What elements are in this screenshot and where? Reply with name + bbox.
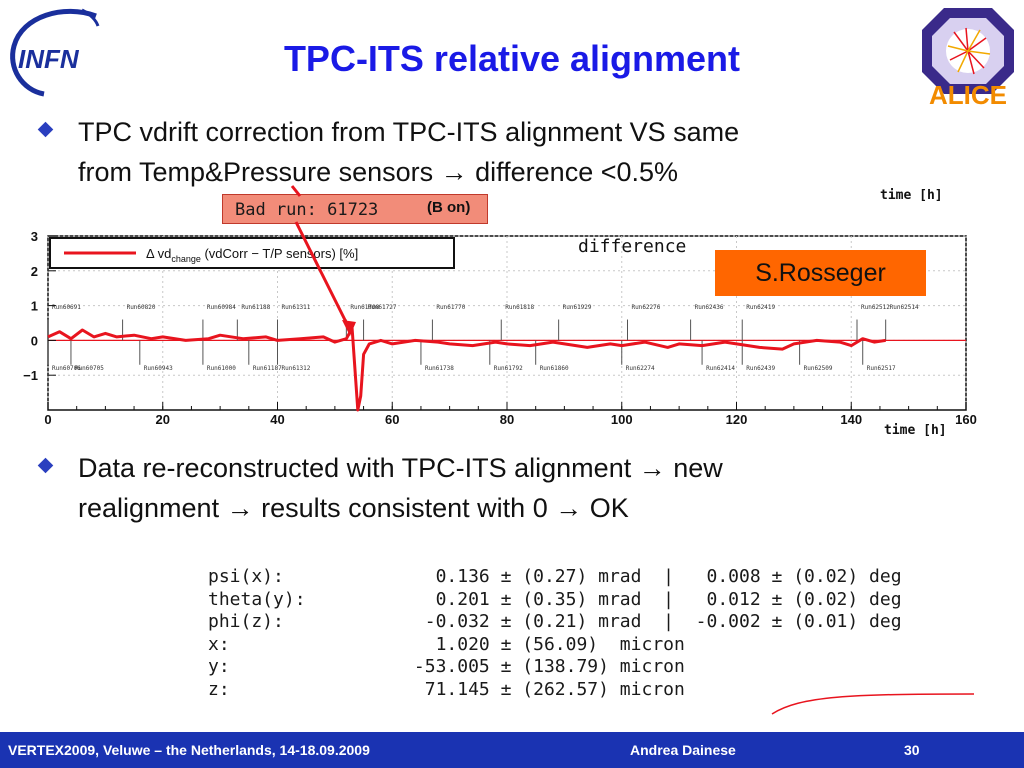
author-tag: S.Rosseger (715, 250, 926, 296)
run-label: Run60691 (52, 304, 81, 311)
run-label: Run60820 (127, 304, 156, 311)
run-label: Run60705 (75, 365, 104, 372)
run-label: Run62517 (867, 365, 896, 372)
bullet-2-line-2: realignment → results consistent with 0 … (78, 493, 629, 523)
infn-logo-text: INFN (18, 44, 80, 74)
x-tick-label: 20 (156, 412, 170, 427)
fit-result-row: psi(x): 0.136 ± (0.27) mrad | 0.008 ± (0… (208, 566, 902, 587)
run-label: Run61770 (436, 304, 465, 311)
b-on-text: (B on) (427, 199, 471, 216)
bad-run-arrow (294, 221, 352, 331)
bullet-1: TPC vdrift correction from TPC-ITS align… (37, 112, 978, 192)
fit-result-row: y: -53.005 ± (138.79) micron (208, 656, 685, 678)
bad-run-arrowhead (342, 320, 356, 336)
footer-page-number: 30 (904, 742, 920, 758)
y-tick-label: 2 (31, 264, 38, 279)
y-tick-label: −1 (23, 368, 38, 383)
run-label: Run61818 (505, 304, 534, 311)
run-label: Run62439 (746, 365, 775, 372)
alignment-results-table: psi(x): 0.136 ± (0.27) mrad | 0.008 ± (0… (208, 566, 902, 702)
chart-legend: Δ vdchange (vdCorr − T/P sensors) [%] (49, 237, 455, 269)
x-tick-label: 60 (385, 412, 399, 427)
run-label: Run62436 (695, 304, 724, 311)
x-tick-label: 140 (840, 412, 862, 427)
run-label: Run61708 (350, 304, 379, 311)
x-axis-label: time [h] (884, 423, 947, 438)
alice-logo: ALICE (914, 2, 1022, 110)
run-label: Run60706 (52, 365, 81, 372)
run-label: Run60943 (144, 365, 173, 372)
x-tick-label: 160 (955, 412, 977, 427)
bullet-1-line-2: from Temp&Pressure sensors → difference … (78, 157, 679, 187)
run-label: Run62514 (890, 304, 919, 311)
run-label: Run61929 (563, 304, 592, 311)
x-tick-label: 0 (44, 412, 51, 427)
fit-result-row: phi(z): -0.032 ± (0.21) mrad | -0.002 ± … (208, 611, 902, 633)
run-label: Run62512 (861, 304, 890, 311)
alice-logo-text: ALICE (929, 80, 1007, 106)
y-tick-label: 3 (31, 229, 38, 244)
run-label: Run62274 (626, 365, 655, 372)
decorative-arc (771, 693, 975, 715)
chart-title: difference (578, 236, 686, 257)
run-label: Run62276 (631, 304, 660, 311)
fit-result-row: theta(y): 0.201 ± (0.35) mrad | 0.012 ± … (208, 588, 902, 610)
bullet-2: Data re-reconstructed with TPC-ITS align… (37, 448, 978, 528)
bad-run-text: Bad run: 61723 (235, 200, 379, 220)
run-label: Run62419 (746, 304, 775, 311)
run-label: Run61187 (253, 365, 282, 372)
run-label: Run61188 (241, 304, 270, 311)
fit-result-row: x: 1.020 ± (56.09) micron (208, 633, 685, 655)
run-label: Run62414 (706, 365, 735, 372)
fit-result-row: z: 71.145 ± (262.57) micron (208, 678, 685, 700)
slide-title: TPC-ITS relative alignment (283, 38, 741, 79)
x-tick-label: 40 (270, 412, 284, 427)
x-tick-label: 120 (726, 412, 748, 427)
footer-conference: VERTEX2009, Veluwe – the Netherlands, 14… (8, 742, 370, 758)
slide-footer: VERTEX2009, Veluwe – the Netherlands, 14… (0, 732, 1024, 768)
run-label: Run61860 (540, 365, 569, 372)
run-label: Run61792 (494, 365, 523, 372)
x-tick-label: 80 (500, 412, 514, 427)
footer-author: Andrea Dainese (630, 742, 736, 758)
run-label: Run62509 (804, 365, 833, 372)
series-line (47, 326, 886, 412)
run-label: Run60984 (207, 304, 236, 311)
run-label: Run61727 (368, 304, 397, 311)
y-tick-label: 1 (31, 299, 38, 314)
x-tick-label: 100 (611, 412, 633, 427)
infn-logo: INFN (4, 6, 104, 98)
legend-text: Δ vdchange (vdCorr − T/P sensors) [%] (146, 246, 358, 264)
run-label: Run61312 (282, 365, 311, 372)
bullet-2-line-1: Data re-reconstructed with TPC-ITS align… (78, 453, 723, 483)
y-tick-label: 0 (31, 333, 38, 348)
bullet-1-line-1: TPC vdrift correction from TPC-ITS align… (78, 117, 740, 147)
run-label: Run61738 (425, 365, 454, 372)
chart-top-time-label: time [h] (880, 188, 943, 203)
run-label: Run61000 (207, 365, 236, 372)
run-label: Run61311 (282, 304, 311, 311)
bad-run-callout: Bad run: 61723 (B on) (222, 194, 488, 224)
